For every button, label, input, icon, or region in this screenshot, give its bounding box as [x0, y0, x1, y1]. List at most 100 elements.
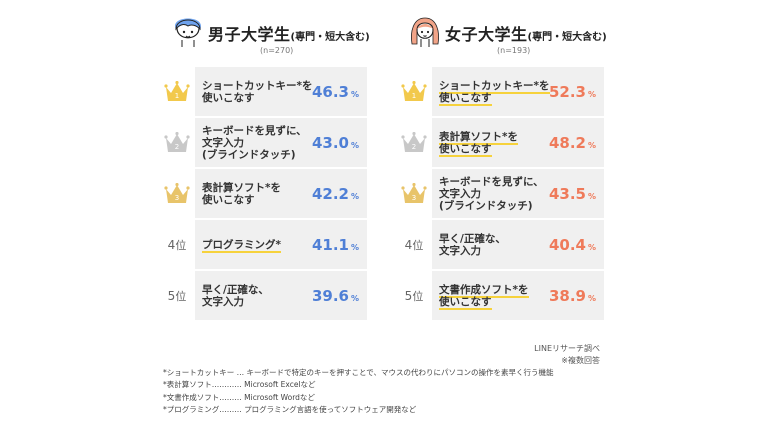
percentage-value: 41.1	[311, 235, 349, 254]
rank-suffix: 位	[175, 238, 187, 252]
skill-label: キーボードを見ずに、 文字入力 (ブラインドタッチ)	[439, 176, 544, 212]
crown-icon: 1	[397, 67, 431, 116]
male-ranking-list: 1 ショートカットキー*を 使いこなす 46.3% 2 キーボードを見ずに、 文字入力 …	[160, 67, 372, 322]
percentage-value: 39.6	[311, 286, 349, 305]
percentage: 52.3%	[549, 83, 596, 101]
percentage-unit: %	[587, 191, 596, 201]
ranking-row: 1 ショートカットキー*を 使いこなす 52.3%	[397, 67, 609, 116]
percentage: 46.3%	[312, 83, 359, 101]
rank-label: 5位	[397, 271, 431, 320]
percentage: 38.9%	[549, 287, 596, 305]
ranking-cell: 表計算ソフト*を 使いこなす 48.2%	[432, 118, 604, 167]
crown-icon: 2	[160, 118, 194, 167]
percentage: 42.2%	[312, 185, 359, 203]
skill-label-text: 文書作成ソフト*を 使いこなす	[439, 283, 529, 310]
footnote: *表計算ソフト………… Microsoft Excelなど	[163, 380, 316, 390]
rank-suffix: 位	[412, 238, 424, 252]
rank-number: 5	[167, 288, 176, 303]
rank-label: 5位	[160, 271, 194, 320]
percentage-unit: %	[350, 242, 359, 252]
skill-label: 表計算ソフト*を 使いこなす	[439, 130, 518, 157]
multi-answer-text: ※複数回答	[561, 356, 600, 365]
skill-label-text: 表計算ソフト*を 使いこなす	[439, 130, 518, 157]
skill-label: プログラミング*	[202, 238, 281, 253]
ranking-row: 1 ショートカットキー*を 使いこなす 46.3%	[160, 67, 372, 116]
skill-label: 文書作成ソフト*を 使いこなす	[439, 283, 529, 310]
percentage: 43.0%	[312, 134, 359, 152]
skill-label-text: ショートカットキー*を 使いこなす	[202, 79, 313, 104]
footnote: *ショートカットキー … キーボードで特定のキーを押すことで、マウスの代わりにパ…	[163, 368, 554, 377]
svg-text:3: 3	[412, 194, 416, 202]
ranking-cell: キーボードを見ずに、 文字入力 (ブラインドタッチ) 43.0%	[195, 118, 367, 167]
source-text: LINEリサーチ調べ	[534, 344, 600, 353]
skill-label-text: 表計算ソフト*を 使いこなす	[202, 181, 281, 206]
percentage-value: 48.2	[548, 133, 586, 152]
footnotes: *ショートカットキー … キーボードで特定のキーを押すことで、マウスの代わりにパ…	[163, 367, 554, 417]
percentage-value: 43.0	[311, 133, 349, 152]
ranking-row: 2 キーボードを見ずに、 文字入力 (ブラインドタッチ) 43.0%	[160, 118, 372, 167]
percentage-unit: %	[587, 293, 596, 303]
ranking-cell: ショートカットキー*を 使いこなす 52.3%	[432, 67, 604, 116]
percentage: 40.4%	[549, 236, 596, 254]
ranking-cell: 早く/正確な、 文字入力 40.4%	[432, 220, 604, 269]
source-note: LINEリサーチ調べ ※複数回答	[534, 343, 600, 367]
ranking-row: 5位 文書作成ソフト*を 使いこなす 38.9%	[397, 271, 609, 320]
percentage-unit: %	[350, 89, 359, 99]
crown-icon: 2	[397, 118, 431, 167]
crown-icon: 3	[160, 169, 194, 218]
rank-number: 5	[404, 288, 413, 303]
ranking-row: 3 表計算ソフト*を 使いこなす 42.2%	[160, 169, 372, 218]
crown-icon: 3	[397, 169, 431, 218]
rank-number: 4	[167, 237, 176, 252]
skill-label: ショートカットキー*を 使いこなす	[202, 80, 313, 104]
crown-icon: 1	[160, 67, 194, 116]
percentage: 43.5%	[549, 185, 596, 203]
skill-label: 早く/正確な、 文字入力	[202, 284, 269, 308]
ranking-cell: 文書作成ソフト*を 使いこなす 38.9%	[432, 271, 604, 320]
skill-label-text: キーボードを見ずに、 文字入力 (ブラインドタッチ)	[202, 124, 307, 161]
svg-text:1: 1	[412, 92, 416, 100]
female-avatar-icon	[411, 17, 439, 47]
percentage-value: 43.5	[548, 184, 586, 203]
skill-label: ショートカットキー*を 使いこなす	[439, 79, 550, 106]
footnote: *プログラミング……… プログラミング言語を使ってソフトウェア開発など	[163, 405, 417, 415]
percentage-unit: %	[350, 191, 359, 201]
female-sample-size: (n=193)	[497, 46, 531, 55]
percentage-value: 46.3	[311, 82, 349, 101]
footnote: *文書作成ソフト……… Microsoft Wordなど	[163, 392, 315, 402]
svg-text:2: 2	[412, 143, 416, 151]
percentage-value: 52.3	[548, 82, 586, 101]
percentage-value: 38.9	[548, 286, 586, 305]
ranking-row: 4位 早く/正確な、 文字入力 40.4%	[397, 220, 609, 269]
percentage-unit: %	[587, 89, 596, 99]
skill-label: 早く/正確な、 文字入力	[439, 233, 506, 257]
ranking-row: 3 キーボードを見ずに、 文字入力 (ブラインドタッチ) 43.5%	[397, 169, 609, 218]
percentage: 41.1%	[312, 236, 359, 254]
skill-label-text: 早く/正確な、 文字入力	[202, 283, 269, 308]
skill-label-text: ショートカットキー*を 使いこなす	[439, 79, 550, 106]
percentage-unit: %	[350, 293, 359, 303]
percentage-value: 40.4	[548, 235, 586, 254]
skill-label-text: キーボードを見ずに、 文字入力 (ブラインドタッチ)	[439, 175, 544, 212]
svg-text:3: 3	[175, 194, 179, 202]
ranking-cell: 表計算ソフト*を 使いこなす 42.2%	[195, 169, 367, 218]
ranking-row: 5位 早く/正確な、 文字入力 39.6%	[160, 271, 372, 320]
rank-suffix: 位	[175, 289, 187, 303]
female-ranking-list: 1 ショートカットキー*を 使いこなす 52.3% 2 表計算ソフト*を 使いこなす 48…	[397, 67, 609, 322]
percentage-unit: %	[587, 140, 596, 150]
percentage-unit: %	[350, 140, 359, 150]
skill-label-text: プログラミング*	[202, 238, 281, 253]
percentage-unit: %	[587, 242, 596, 252]
female-header: 女子大学生(専門・短大含む)	[397, 14, 627, 48]
skill-label: キーボードを見ずに、 文字入力 (ブラインドタッチ)	[202, 125, 307, 161]
percentage-value: 42.2	[311, 184, 349, 203]
male-sample-size: (n=270)	[260, 46, 294, 55]
rank-label: 4位	[397, 220, 431, 269]
ranking-row: 2 表計算ソフト*を 使いこなす 48.2%	[397, 118, 609, 167]
rank-number: 4	[404, 237, 413, 252]
ranking-cell: プログラミング* 41.1%	[195, 220, 367, 269]
svg-text:2: 2	[175, 143, 179, 151]
svg-text:1: 1	[175, 92, 179, 100]
percentage: 39.6%	[312, 287, 359, 305]
percentage: 48.2%	[549, 134, 596, 152]
